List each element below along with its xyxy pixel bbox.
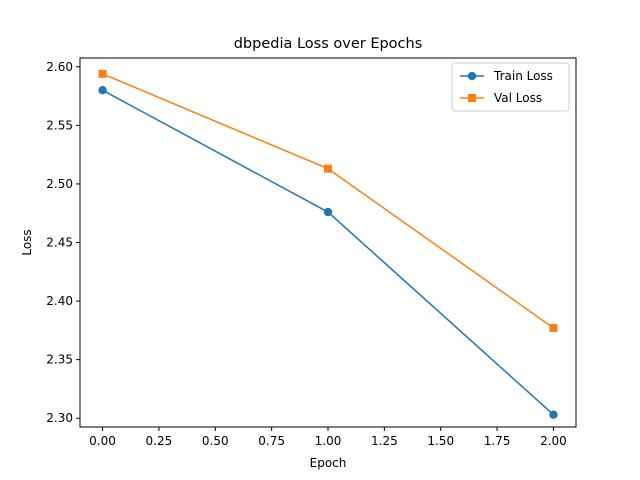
x-tick-label: 0.25 [146, 434, 173, 448]
legend-frame [451, 62, 570, 112]
x-tick-label: 0.75 [258, 434, 285, 448]
x-tick-label: 2.00 [540, 434, 567, 448]
train-loss-point [98, 86, 107, 95]
y-tick-label: 2.30 [46, 411, 73, 425]
val-loss-point [324, 164, 332, 173]
legend-val-loss-label: Val Loss [494, 91, 542, 105]
val-loss-point [98, 69, 107, 78]
y-tick-label: 2.55 [46, 118, 73, 132]
train-loss-point [323, 207, 333, 217]
x-axis-label: Epoch [310, 456, 347, 470]
legend-train-loss-label: Train Loss [493, 69, 553, 83]
val-loss-point [549, 324, 558, 333]
y-tick-label: 2.45 [46, 236, 73, 250]
x-tick-label: 1.75 [484, 434, 511, 448]
y-axis-label: Loss [20, 229, 34, 255]
plot-area-frame [79, 57, 577, 428]
legend-val-loss-marker [468, 94, 476, 102]
series-layer [98, 69, 558, 419]
y-tick-label: 2.60 [46, 60, 73, 74]
x-tick-label: 1.25 [371, 434, 398, 448]
train-loss-point [549, 410, 558, 419]
chart-title: dbpedia Loss over Epochs [234, 36, 423, 52]
y-tick-label: 2.40 [46, 294, 73, 308]
y-axis-ticks: 2.30 2.35 2.40 2.45 2.50 2.55 2.60 [46, 60, 80, 425]
legend-train-loss-marker [467, 71, 477, 81]
x-tick-label: 1.00 [315, 434, 342, 448]
y-tick-label: 2.35 [46, 353, 73, 367]
y-tick-label: 2.50 [46, 177, 73, 191]
x-tick-label: 0.50 [202, 434, 229, 448]
x-tick-label: 0.00 [89, 434, 116, 448]
x-tick-label: 1.50 [427, 434, 454, 448]
legend: Train Loss Val Loss [451, 62, 570, 112]
x-axis-ticks: 0.00 0.25 0.50 0.75 1.00 1.25 1.50 1.75 2.00 [89, 427, 567, 448]
